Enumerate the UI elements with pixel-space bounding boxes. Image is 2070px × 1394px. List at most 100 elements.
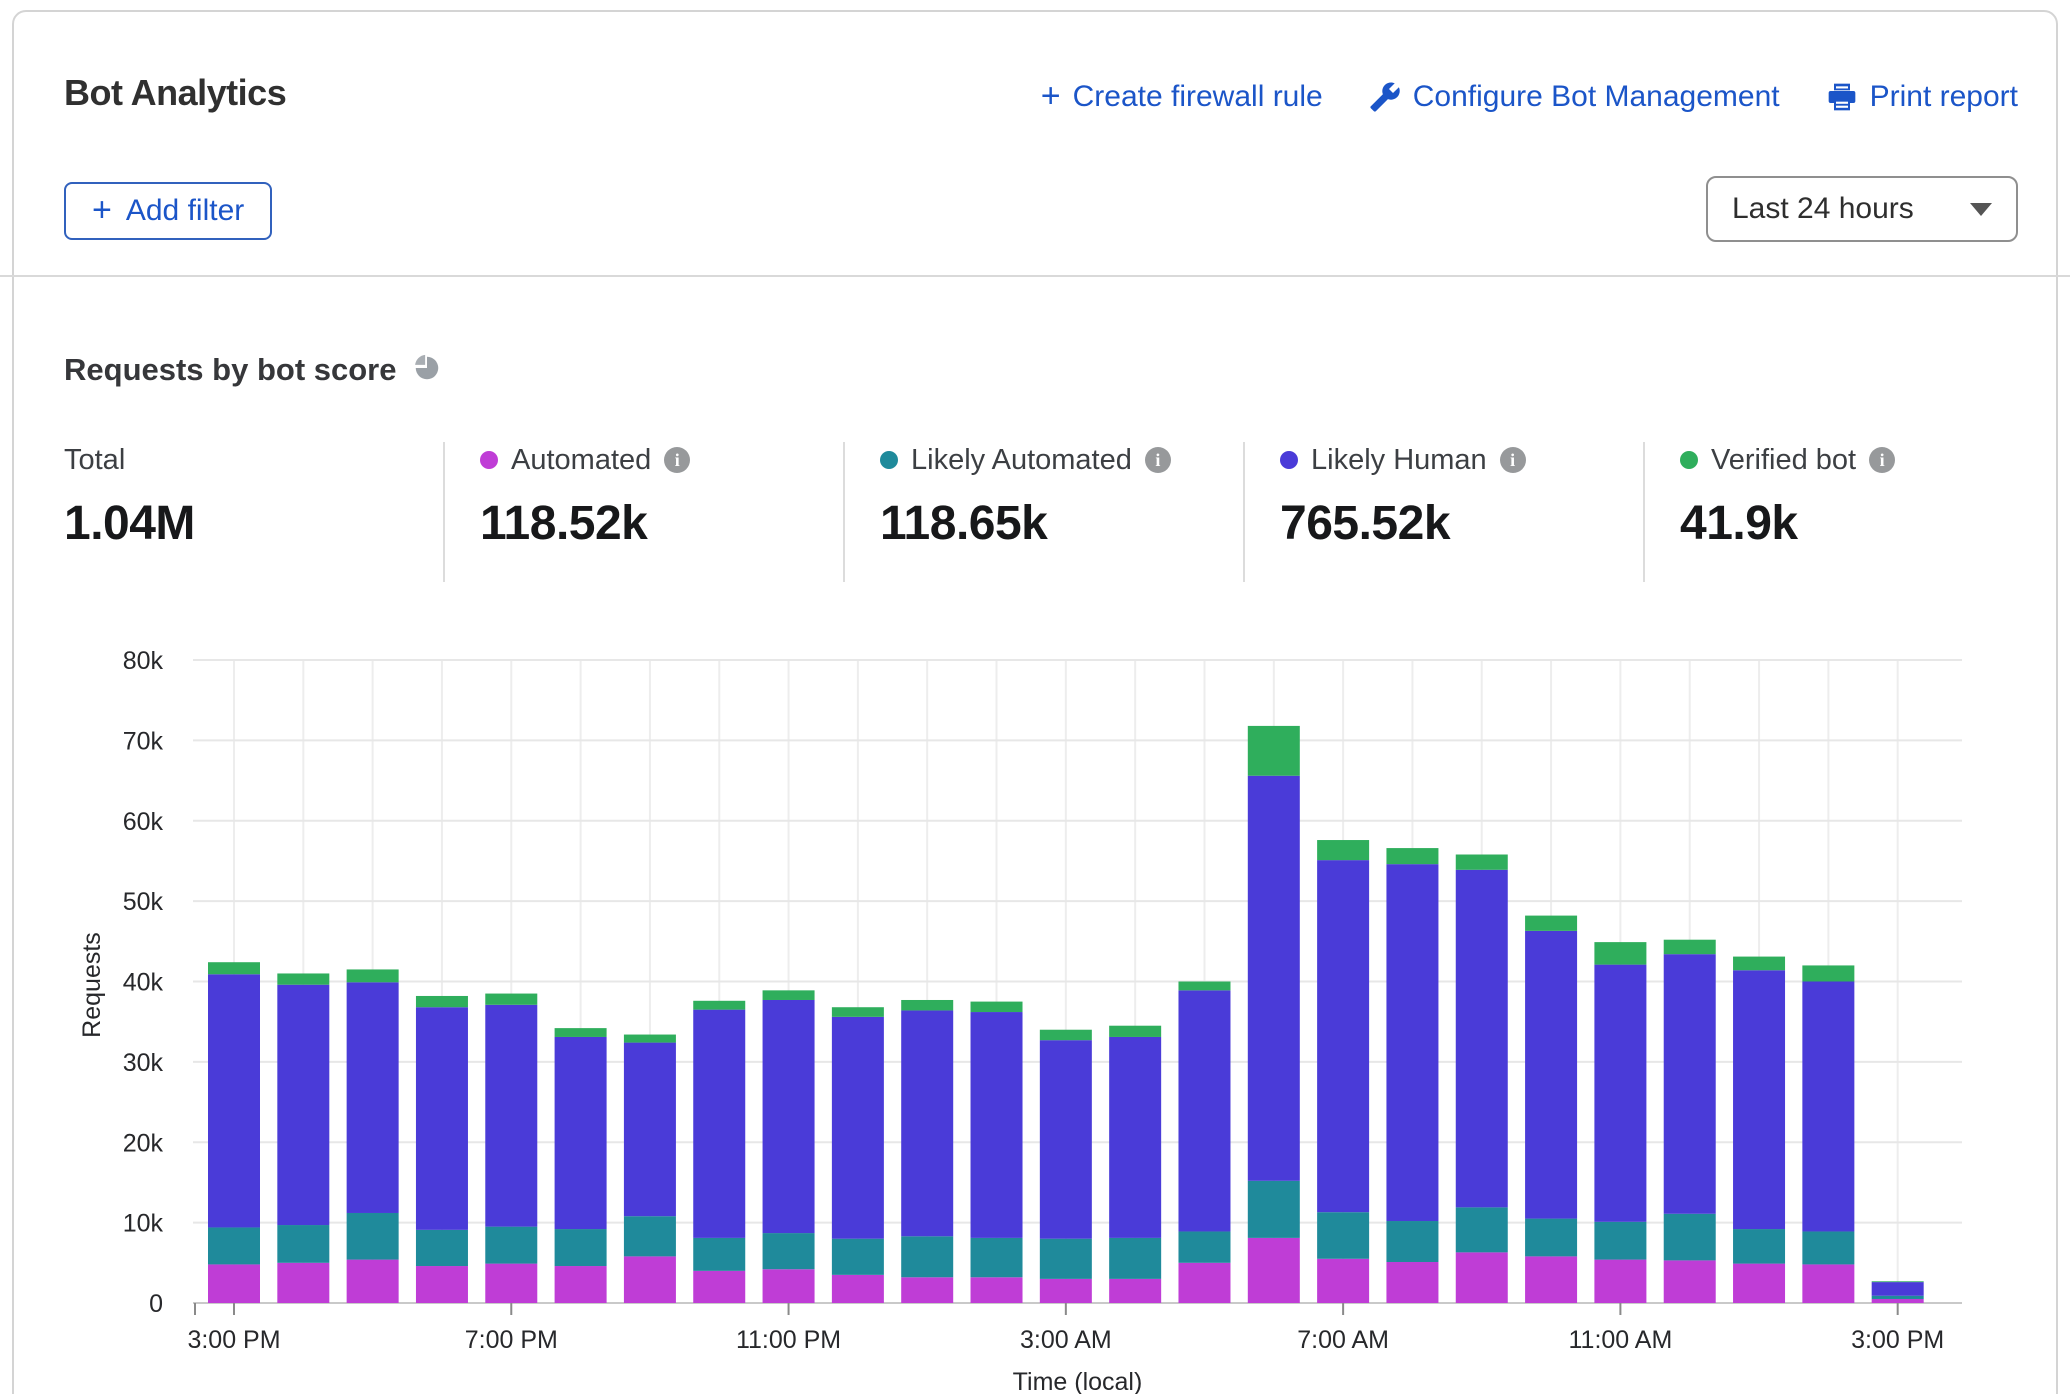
bar-segment[interactable] xyxy=(623,1034,676,1043)
bar-segment[interactable] xyxy=(1802,1231,1855,1265)
create-firewall-rule-link[interactable]: + Create firewall rule xyxy=(1041,79,1323,114)
bar-segment[interactable] xyxy=(1871,1281,1924,1283)
requests-by-bot-score-chart[interactable]: 0 10k 20k 30k 40k 50k 60k 70k 80k 3:00 PM 7:00 PM 1… xyxy=(0,620,2070,1394)
bar-segment[interactable] xyxy=(485,993,538,1005)
bar-segment[interactable] xyxy=(1386,1262,1439,1303)
bar-segment[interactable] xyxy=(1109,1025,1162,1037)
print-report-link[interactable]: Print report xyxy=(1826,80,2018,114)
bar-segment[interactable] xyxy=(1317,1258,1370,1303)
bar-segment[interactable] xyxy=(1594,1259,1647,1303)
bar-segment[interactable] xyxy=(1386,848,1439,865)
bar-segment[interactable] xyxy=(1455,1252,1508,1303)
bar-segment[interactable] xyxy=(1317,840,1370,861)
bar-segment[interactable] xyxy=(415,1007,468,1230)
bar-segment[interactable] xyxy=(415,995,468,1008)
bar-segment[interactable] xyxy=(346,982,399,1213)
bar-segment[interactable] xyxy=(1247,1237,1300,1303)
bar-segment[interactable] xyxy=(485,1004,538,1227)
bar-segment[interactable] xyxy=(1039,1278,1092,1303)
bar-segment[interactable] xyxy=(901,1236,954,1278)
bar-segment[interactable] xyxy=(1594,964,1647,1222)
bar-segment[interactable] xyxy=(970,1012,1023,1238)
bar-segment[interactable] xyxy=(1178,981,1231,991)
bar-segment[interactable] xyxy=(1594,942,1647,965)
bar-segment[interactable] xyxy=(693,1000,746,1010)
info-icon[interactable]: i xyxy=(1144,447,1171,473)
bar-segment[interactable] xyxy=(1039,1029,1092,1041)
bar-segment[interactable] xyxy=(1525,1218,1578,1257)
bar-segment[interactable] xyxy=(415,1266,468,1303)
bar-segment[interactable] xyxy=(208,1227,260,1265)
bar-segment[interactable] xyxy=(762,1269,815,1303)
bar-segment[interactable] xyxy=(277,1225,330,1263)
bar-segment[interactable] xyxy=(1178,990,1231,1232)
bar-segment[interactable] xyxy=(485,1263,538,1303)
bar-segment[interactable] xyxy=(1039,1040,1092,1239)
bar-segment[interactable] xyxy=(1317,1212,1370,1259)
bar-segment[interactable] xyxy=(554,1028,607,1037)
bar-segment[interactable] xyxy=(1109,1237,1162,1279)
bar-segment[interactable] xyxy=(1109,1278,1162,1303)
bar-segment[interactable] xyxy=(693,1237,746,1271)
bar-segment[interactable] xyxy=(1663,1260,1716,1303)
bar-segment[interactable] xyxy=(762,990,815,1000)
info-icon[interactable]: i xyxy=(664,447,691,473)
bar-segment[interactable] xyxy=(208,1264,260,1303)
bar-segment[interactable] xyxy=(623,1042,676,1217)
bar-segment[interactable] xyxy=(1525,1256,1578,1303)
bar-segment[interactable] xyxy=(1871,1298,1924,1303)
bar-segment[interactable] xyxy=(1317,860,1370,1213)
bar-segment[interactable] xyxy=(831,1274,884,1303)
bar-segment[interactable] xyxy=(346,1259,399,1303)
bar-segment[interactable] xyxy=(901,1010,954,1237)
bar-segment[interactable] xyxy=(1663,954,1716,1214)
info-icon[interactable]: i xyxy=(1869,447,1896,473)
add-filter-button[interactable]: + Add filter xyxy=(64,182,273,240)
info-icon[interactable]: i xyxy=(1499,447,1526,473)
bar-segment[interactable] xyxy=(831,1016,884,1239)
time-range-select[interactable]: Last 24 hours xyxy=(1706,176,2018,242)
bar-segment[interactable] xyxy=(693,1009,746,1238)
bar-segment[interactable] xyxy=(1386,1221,1439,1263)
bar-segment[interactable] xyxy=(831,1238,884,1275)
bar-segment[interactable] xyxy=(970,1001,1023,1013)
bar-segment[interactable] xyxy=(1525,915,1578,931)
bar-segment[interactable] xyxy=(1663,939,1716,955)
bar-segment[interactable] xyxy=(1178,1231,1231,1263)
bar-segment[interactable] xyxy=(762,1233,815,1270)
bar-segment[interactable] xyxy=(693,1270,746,1303)
bar-segment[interactable] xyxy=(1871,1282,1924,1296)
bar-segment[interactable] xyxy=(1455,854,1508,870)
bar-segment[interactable] xyxy=(554,1036,607,1230)
bar-segment[interactable] xyxy=(554,1229,607,1267)
bar-segment[interactable] xyxy=(1802,1264,1855,1303)
bar-segment[interactable] xyxy=(1039,1238,1092,1279)
bar-segment[interactable] xyxy=(1871,1295,1924,1299)
bar-segment[interactable] xyxy=(1733,1229,1786,1264)
bar-segment[interactable] xyxy=(1525,930,1578,1219)
bar-segment[interactable] xyxy=(277,1262,330,1303)
bar-segment[interactable] xyxy=(485,1226,538,1264)
bar-segment[interactable] xyxy=(1455,1207,1508,1253)
bar-segment[interactable] xyxy=(901,1277,954,1303)
bar-segment[interactable] xyxy=(1178,1262,1231,1303)
bar-segment[interactable] xyxy=(1802,981,1855,1232)
bar-segment[interactable] xyxy=(277,973,330,985)
bar-segment[interactable] xyxy=(208,974,260,1228)
bar-segment[interactable] xyxy=(623,1216,676,1257)
bar-segment[interactable] xyxy=(970,1237,1023,1278)
bar-segment[interactable] xyxy=(1109,1036,1162,1238)
bar-segment[interactable] xyxy=(831,1007,884,1017)
bar-segment[interactable] xyxy=(346,1212,399,1260)
bar-segment[interactable] xyxy=(901,999,954,1011)
bar-segment[interactable] xyxy=(1386,864,1439,1222)
bar-segment[interactable] xyxy=(1247,1180,1300,1238)
bar-segment[interactable] xyxy=(554,1266,607,1303)
bar-segment[interactable] xyxy=(970,1277,1023,1303)
bar-segment[interactable] xyxy=(1733,956,1786,971)
bar-segment[interactable] xyxy=(1802,965,1855,982)
bar-segment[interactable] xyxy=(762,999,815,1234)
bar-segment[interactable] xyxy=(623,1256,676,1303)
bar-segment[interactable] xyxy=(1733,970,1786,1230)
bar-segment[interactable] xyxy=(1594,1221,1647,1260)
